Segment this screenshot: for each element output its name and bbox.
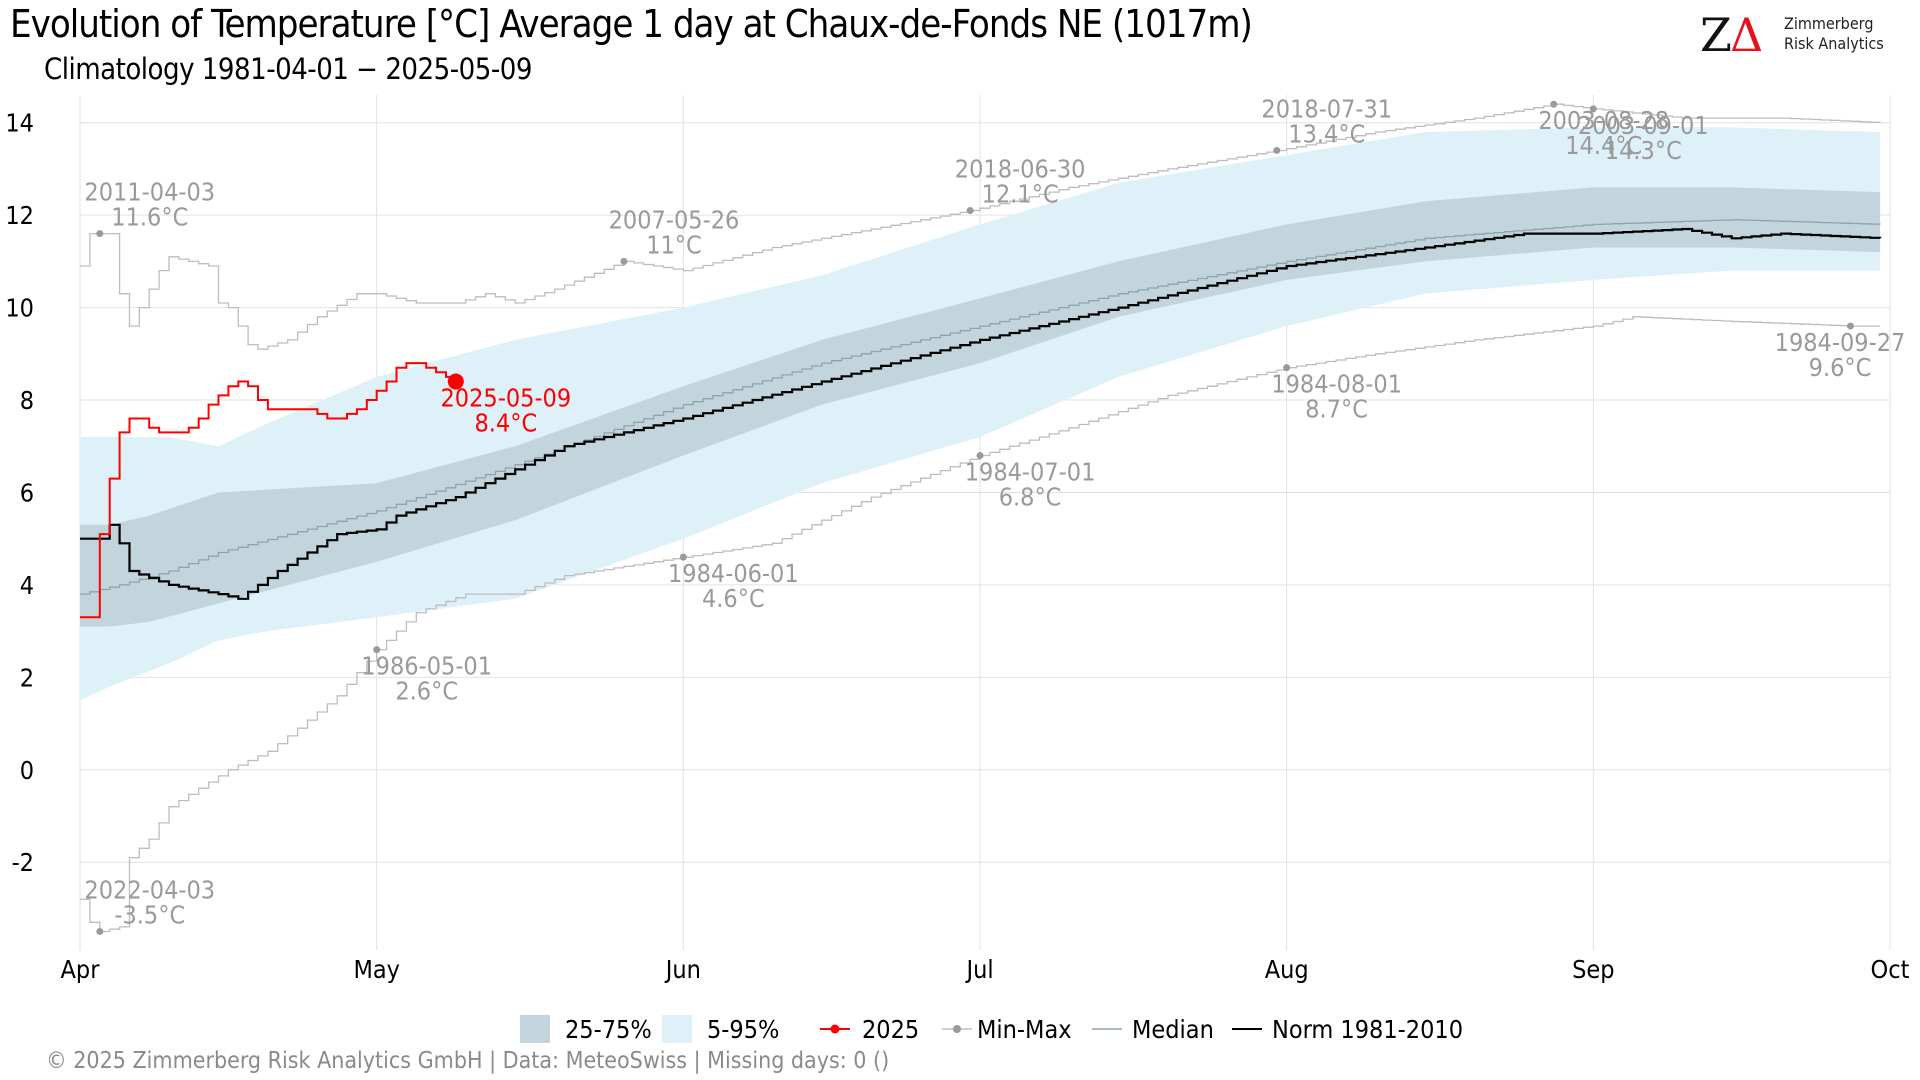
y-tick-label: 8 bbox=[20, 386, 34, 415]
record-label-date: 2022-04-03 bbox=[84, 876, 215, 905]
record-point bbox=[620, 257, 628, 265]
x-tick-label: Apr bbox=[61, 955, 101, 984]
y-tick-label: 0 bbox=[20, 756, 34, 785]
logo-name-line2: Risk Analytics bbox=[1784, 34, 1884, 53]
legend-swatch-minmax-point bbox=[953, 1025, 961, 1033]
record-label-date: 2003-09-01 bbox=[1578, 111, 1709, 140]
company-logo: ZΔ Zimmerberg Risk Analytics bbox=[1700, 10, 1900, 60]
record-label-value: 8.4°C bbox=[474, 409, 537, 438]
y-tick-label: 12 bbox=[5, 201, 34, 230]
y-tick-label: 6 bbox=[20, 478, 34, 507]
series-max bbox=[80, 103, 1881, 350]
record-point bbox=[373, 646, 381, 654]
legend-swatch-2025-point bbox=[830, 1024, 840, 1034]
logo-name-line1: Zimmerberg bbox=[1784, 14, 1874, 33]
record-label-value: 4.6°C bbox=[702, 584, 765, 613]
x-tick-label: Jun bbox=[664, 955, 701, 984]
x-tick-label: May bbox=[353, 955, 400, 984]
record-label-date: 1984-09-27 bbox=[1775, 328, 1906, 357]
legend-swatch-band_25_75 bbox=[520, 1015, 550, 1043]
legend-label: 5-95% bbox=[707, 1015, 779, 1044]
record-label-value: 11.6°C bbox=[111, 203, 188, 232]
x-tick-label: Aug bbox=[1265, 955, 1309, 984]
legend-label: Min-Max bbox=[977, 1015, 1072, 1044]
y-tick-label: -2 bbox=[12, 848, 34, 877]
series-norm-1981-2010 bbox=[80, 227, 1882, 600]
y-tick-label: 10 bbox=[5, 294, 34, 323]
record-label-value: 14.3°C bbox=[1605, 136, 1682, 165]
record-label-value: 13.4°C bbox=[1288, 119, 1365, 148]
legend-label: Norm 1981-2010 bbox=[1272, 1015, 1463, 1044]
y-tick-label: 4 bbox=[20, 571, 34, 600]
record-point bbox=[976, 451, 984, 459]
record-label-value: 2.6°C bbox=[395, 677, 458, 706]
record-label-date: 2025-05-09 bbox=[440, 384, 571, 413]
series-2025 bbox=[80, 362, 457, 619]
record-label-value: 6.8°C bbox=[999, 482, 1062, 511]
record-point bbox=[1589, 105, 1597, 113]
record-label-value: -3.5°C bbox=[114, 901, 185, 930]
series-median bbox=[80, 219, 1881, 595]
record-label-value: 11°C bbox=[646, 230, 702, 259]
record-point bbox=[1283, 364, 1291, 372]
record-label-value: 8.7°C bbox=[1305, 395, 1368, 424]
latest-2025-point bbox=[447, 373, 464, 390]
record-label-value: 12.1°C bbox=[982, 180, 1059, 209]
record-point bbox=[1550, 100, 1558, 108]
record-label-value: 14.4°C bbox=[1565, 131, 1642, 160]
record-label-date: 1986-05-01 bbox=[361, 652, 492, 681]
legend-swatch-band_5_95 bbox=[662, 1015, 692, 1043]
logo-letter-z: Z bbox=[1700, 8, 1732, 62]
record-point bbox=[1846, 322, 1854, 330]
axis-labels: -2 0 2 4 6 8 10 12 14 Apr May Jun Jul Aug Sep Oct bbox=[5, 109, 1909, 984]
record-label-date: 1984-06-01 bbox=[668, 559, 799, 588]
record-label-date: 2007-05-26 bbox=[609, 205, 740, 234]
record-label-date: 1984-07-01 bbox=[965, 457, 1096, 486]
x-tick-label: Jul bbox=[964, 955, 993, 984]
legend-label: 2025 bbox=[862, 1015, 919, 1044]
record-point bbox=[96, 928, 104, 936]
record-point bbox=[96, 230, 104, 238]
legend-label: Median bbox=[1132, 1015, 1214, 1044]
logo-name: Zimmerberg Risk Analytics bbox=[1784, 14, 1884, 54]
chart-title: Evolution of Temperature [°C] Average 1 … bbox=[10, 2, 1253, 46]
record-points bbox=[96, 100, 1854, 936]
record-label-date: 1984-08-01 bbox=[1271, 370, 1402, 399]
series-lines bbox=[80, 103, 1882, 933]
record-label-value: 9.6°C bbox=[1809, 353, 1872, 382]
legend-label: 25-75% bbox=[565, 1015, 652, 1044]
record-point bbox=[1273, 146, 1281, 154]
logo-mark: ZΔ bbox=[1700, 8, 1763, 62]
x-tick-label: Sep bbox=[1572, 955, 1614, 984]
record-label-date: 2011-04-03 bbox=[84, 178, 215, 207]
footer-caption: © 2025 Zimmerberg Risk Analytics GmbH | … bbox=[46, 1048, 890, 1074]
record-point bbox=[966, 207, 974, 215]
record-label-date: 2018-06-30 bbox=[955, 155, 1086, 184]
record-label-date: 2018-07-31 bbox=[1261, 94, 1392, 123]
band-5-95pct bbox=[80, 127, 1881, 701]
chart-subtitle: Climatology 1981-04-01 − 2025-05-09 bbox=[44, 52, 532, 86]
y-tick-label: 14 bbox=[5, 109, 34, 138]
chart-legend: 25-75% 5-95% 2025 Min-Max Median Norm 1981-20… bbox=[520, 1015, 1463, 1044]
y-tick-label: 2 bbox=[20, 663, 34, 692]
record-point bbox=[679, 553, 687, 561]
record-label-date: 2003-08-28 bbox=[1538, 106, 1669, 135]
x-tick-label: Oct bbox=[1871, 955, 1910, 984]
series-min bbox=[80, 316, 1881, 933]
logo-delta-icon: Δ bbox=[1729, 8, 1763, 62]
